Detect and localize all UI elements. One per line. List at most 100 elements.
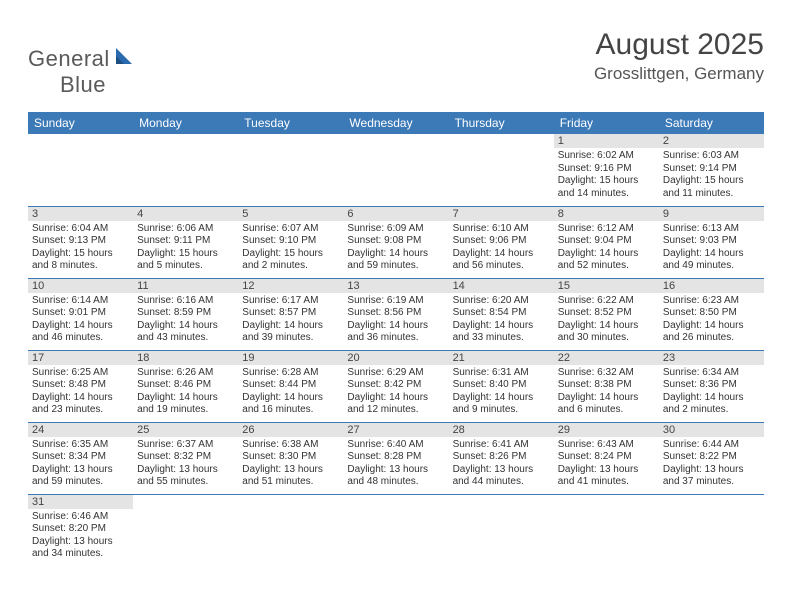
calendar-table: SundayMondayTuesdayWednesdayThursdayFrid…: [28, 112, 764, 566]
calendar-page: General Blue August 2025 Grosslittgen, G…: [0, 0, 792, 566]
daylight-text: Daylight: 15 hours and 8 minutes.: [32, 248, 129, 273]
day-number: 5: [238, 207, 343, 221]
sunrise-text: Sunrise: 6:37 AM: [137, 439, 234, 452]
day-number: 8: [554, 207, 659, 221]
weekday-header: Friday: [554, 112, 659, 134]
calendar-cell: 5Sunrise: 6:07 AMSunset: 9:10 PMDaylight…: [238, 206, 343, 278]
sunrise-text: Sunrise: 6:41 AM: [453, 439, 550, 452]
day-number: 24: [28, 423, 133, 437]
sunrise-text: Sunrise: 6:46 AM: [32, 511, 129, 524]
calendar-cell: 23Sunrise: 6:34 AMSunset: 8:36 PMDayligh…: [659, 350, 764, 422]
day-details: Sunrise: 6:44 AMSunset: 8:22 PMDaylight:…: [659, 437, 764, 492]
sunrise-text: Sunrise: 6:35 AM: [32, 439, 129, 452]
day-number: 25: [133, 423, 238, 437]
daylight-text: Daylight: 14 hours and 39 minutes.: [242, 320, 339, 345]
calendar-cell: 26Sunrise: 6:38 AMSunset: 8:30 PMDayligh…: [238, 422, 343, 494]
calendar-cell: 21Sunrise: 6:31 AMSunset: 8:40 PMDayligh…: [449, 350, 554, 422]
day-number: 28: [449, 423, 554, 437]
brand-part1: General: [28, 46, 110, 71]
sunrise-text: Sunrise: 6:16 AM: [137, 295, 234, 308]
day-details: Sunrise: 6:46 AMSunset: 8:20 PMDaylight:…: [28, 509, 133, 564]
calendar-cell: 18Sunrise: 6:26 AMSunset: 8:46 PMDayligh…: [133, 350, 238, 422]
daylight-text: Daylight: 14 hours and 49 minutes.: [663, 248, 760, 273]
sunset-text: Sunset: 8:46 PM: [137, 379, 234, 392]
sunset-text: Sunset: 8:50 PM: [663, 307, 760, 320]
sunset-text: Sunset: 8:34 PM: [32, 451, 129, 464]
day-number: 30: [659, 423, 764, 437]
sunrise-text: Sunrise: 6:31 AM: [453, 367, 550, 380]
day-details: Sunrise: 6:04 AMSunset: 9:13 PMDaylight:…: [28, 221, 133, 276]
calendar-cell-empty: [238, 494, 343, 566]
daylight-text: Daylight: 14 hours and 12 minutes.: [347, 392, 444, 417]
daylight-text: Daylight: 15 hours and 2 minutes.: [242, 248, 339, 273]
calendar-cell: 15Sunrise: 6:22 AMSunset: 8:52 PMDayligh…: [554, 278, 659, 350]
sunset-text: Sunset: 8:44 PM: [242, 379, 339, 392]
sunrise-text: Sunrise: 6:40 AM: [347, 439, 444, 452]
daylight-text: Daylight: 13 hours and 51 minutes.: [242, 464, 339, 489]
day-details: Sunrise: 6:03 AMSunset: 9:14 PMDaylight:…: [659, 148, 764, 203]
calendar-cell: 19Sunrise: 6:28 AMSunset: 8:44 PMDayligh…: [238, 350, 343, 422]
sunset-text: Sunset: 8:57 PM: [242, 307, 339, 320]
sunset-text: Sunset: 8:56 PM: [347, 307, 444, 320]
calendar-cell-empty: [554, 494, 659, 566]
day-number: 19: [238, 351, 343, 365]
sunset-text: Sunset: 8:22 PM: [663, 451, 760, 464]
sunrise-text: Sunrise: 6:34 AM: [663, 367, 760, 380]
calendar-row: 1Sunrise: 6:02 AMSunset: 9:16 PMDaylight…: [28, 134, 764, 206]
sunset-text: Sunset: 9:04 PM: [558, 235, 655, 248]
calendar-cell-empty: [133, 134, 238, 206]
daylight-text: Daylight: 13 hours and 37 minutes.: [663, 464, 760, 489]
calendar-cell-empty: [449, 134, 554, 206]
daylight-text: Daylight: 13 hours and 59 minutes.: [32, 464, 129, 489]
day-number: 16: [659, 279, 764, 293]
day-details: Sunrise: 6:14 AMSunset: 9:01 PMDaylight:…: [28, 293, 133, 348]
day-number: 3: [28, 207, 133, 221]
day-number: 2: [659, 134, 764, 148]
day-details: Sunrise: 6:32 AMSunset: 8:38 PMDaylight:…: [554, 365, 659, 420]
daylight-text: Daylight: 14 hours and 43 minutes.: [137, 320, 234, 345]
sunrise-text: Sunrise: 6:17 AM: [242, 295, 339, 308]
calendar-cell: 17Sunrise: 6:25 AMSunset: 8:48 PMDayligh…: [28, 350, 133, 422]
calendar-row: 10Sunrise: 6:14 AMSunset: 9:01 PMDayligh…: [28, 278, 764, 350]
calendar-cell: 13Sunrise: 6:19 AMSunset: 8:56 PMDayligh…: [343, 278, 448, 350]
daylight-text: Daylight: 13 hours and 55 minutes.: [137, 464, 234, 489]
calendar-cell: 30Sunrise: 6:44 AMSunset: 8:22 PMDayligh…: [659, 422, 764, 494]
sunrise-text: Sunrise: 6:06 AM: [137, 223, 234, 236]
daylight-text: Daylight: 14 hours and 33 minutes.: [453, 320, 550, 345]
sunset-text: Sunset: 8:30 PM: [242, 451, 339, 464]
sunrise-text: Sunrise: 6:12 AM: [558, 223, 655, 236]
calendar-row: 3Sunrise: 6:04 AMSunset: 9:13 PMDaylight…: [28, 206, 764, 278]
calendar-body: 1Sunrise: 6:02 AMSunset: 9:16 PMDaylight…: [28, 134, 764, 566]
day-number: 29: [554, 423, 659, 437]
weekday-header: Thursday: [449, 112, 554, 134]
sunrise-text: Sunrise: 6:04 AM: [32, 223, 129, 236]
brand-part2: Blue: [60, 72, 106, 98]
day-details: Sunrise: 6:40 AMSunset: 8:28 PMDaylight:…: [343, 437, 448, 492]
calendar-header-row: SundayMondayTuesdayWednesdayThursdayFrid…: [28, 112, 764, 134]
calendar-cell-empty: [659, 494, 764, 566]
calendar-cell-empty: [343, 134, 448, 206]
day-number: 4: [133, 207, 238, 221]
daylight-text: Daylight: 15 hours and 5 minutes.: [137, 248, 234, 273]
day-number: 7: [449, 207, 554, 221]
day-number: 23: [659, 351, 764, 365]
calendar-cell: 12Sunrise: 6:17 AMSunset: 8:57 PMDayligh…: [238, 278, 343, 350]
day-details: Sunrise: 6:12 AMSunset: 9:04 PMDaylight:…: [554, 221, 659, 276]
sunset-text: Sunset: 9:06 PM: [453, 235, 550, 248]
sunrise-text: Sunrise: 6:28 AM: [242, 367, 339, 380]
sunrise-text: Sunrise: 6:13 AM: [663, 223, 760, 236]
daylight-text: Daylight: 14 hours and 46 minutes.: [32, 320, 129, 345]
calendar-cell: 25Sunrise: 6:37 AMSunset: 8:32 PMDayligh…: [133, 422, 238, 494]
sunset-text: Sunset: 9:08 PM: [347, 235, 444, 248]
daylight-text: Daylight: 13 hours and 34 minutes.: [32, 536, 129, 561]
daylight-text: Daylight: 13 hours and 48 minutes.: [347, 464, 444, 489]
sunrise-text: Sunrise: 6:38 AM: [242, 439, 339, 452]
day-number: 15: [554, 279, 659, 293]
day-details: Sunrise: 6:13 AMSunset: 9:03 PMDaylight:…: [659, 221, 764, 276]
title-block: August 2025 Grosslittgen, Germany: [594, 28, 764, 84]
calendar-cell: 24 Sunrise: 6:35 AMSunset: 8:34 PMDayligh…: [28, 422, 133, 494]
sunrise-text: Sunrise: 6:09 AM: [347, 223, 444, 236]
sunrise-text: Sunrise: 6:22 AM: [558, 295, 655, 308]
daylight-text: Daylight: 14 hours and 9 minutes.: [453, 392, 550, 417]
sunset-text: Sunset: 8:48 PM: [32, 379, 129, 392]
